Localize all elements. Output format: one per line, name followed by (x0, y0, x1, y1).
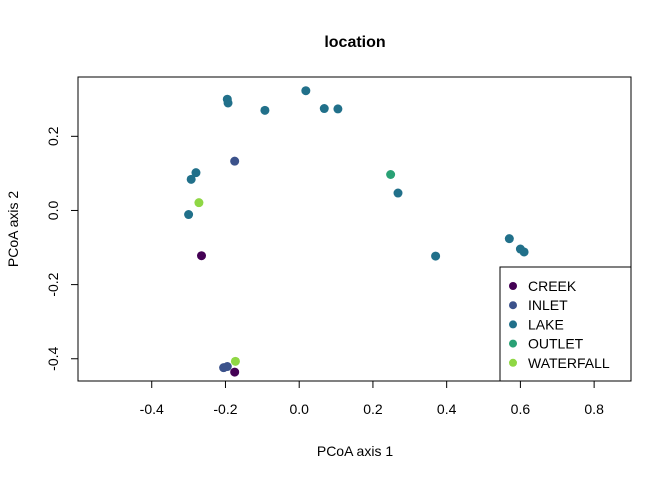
data-point-inlet (230, 156, 240, 166)
x-tick-label: 0.2 (363, 401, 383, 417)
y-tick-label: 0.0 (45, 201, 61, 221)
y-tick-label: -0.4 (45, 346, 61, 370)
data-point-waterfall (194, 198, 204, 208)
x-tick-label: 0.8 (584, 401, 604, 417)
x-tick-label: -0.2 (213, 401, 237, 417)
data-point-creek (230, 367, 240, 377)
y-axis-label: PCoA axis 2 (5, 191, 21, 267)
legend-label: WATERFALL (528, 355, 610, 371)
data-point-lake (301, 86, 311, 96)
data-point-lake (393, 188, 403, 198)
legend-marker (509, 339, 517, 348)
data-point-lake (191, 168, 201, 178)
data-point-lake (504, 234, 514, 244)
legend-marker (509, 282, 517, 290)
y-tick-label: -0.2 (45, 272, 61, 296)
data-point-lake (431, 251, 441, 261)
data-point-lake (333, 104, 343, 114)
data-point-creek (197, 251, 207, 261)
data-point-inlet (222, 362, 232, 372)
x-tick-label: 0.6 (511, 401, 531, 417)
x-tick-label: 0.4 (437, 401, 457, 417)
legend-marker (509, 320, 517, 329)
x-axis-label: PCoA axis 1 (317, 443, 393, 459)
x-tick-label: -0.4 (140, 401, 164, 417)
data-points (184, 86, 529, 377)
legend-label: LAKE (528, 316, 564, 332)
legend-label: INLET (528, 297, 568, 313)
legend-marker (509, 358, 517, 367)
x-axis: -0.4 -0.2 0.0 0.2 0.4 0.6 0.8 (140, 380, 604, 417)
data-point-lake (186, 174, 196, 184)
data-point-lake (223, 98, 233, 108)
data-point-lake (319, 104, 329, 114)
y-axis: -0.4 -0.2 0.0 0.2 (45, 126, 79, 371)
data-point-lake (260, 105, 270, 115)
data-point-outlet (386, 170, 396, 180)
legend-box (499, 266, 632, 382)
data-point-lake (519, 247, 529, 257)
x-tick-label: 0.0 (289, 401, 309, 417)
legend-label: CREEK (528, 278, 577, 294)
data-point-waterfall (230, 356, 240, 366)
y-tick-label: 0.2 (45, 126, 61, 146)
data-point-lake (184, 210, 194, 220)
chart-title: location (324, 34, 385, 51)
legend-marker (509, 301, 517, 310)
legend-label: OUTLET (528, 336, 584, 352)
legend: CREEK INLET LAKE OUTLET WATERFALL (499, 266, 632, 382)
